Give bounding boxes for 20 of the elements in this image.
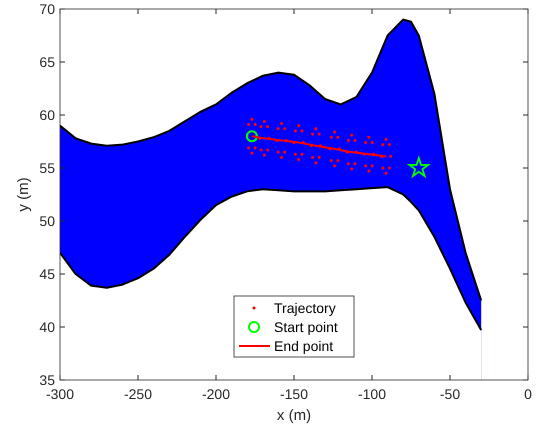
y-tick-label: 50: [39, 213, 56, 229]
y-tick-label: 70: [39, 1, 56, 17]
y-tick-label: 55: [39, 160, 56, 176]
x-tick-label: -250: [124, 386, 152, 402]
legend-label: End point: [274, 338, 334, 354]
x-tick-label: 0: [524, 386, 532, 402]
y-tick-label: 40: [39, 319, 56, 335]
x-axis-title: x (m): [276, 407, 312, 424]
legend-label: Start point: [274, 319, 338, 335]
x-tick-label: -150: [280, 386, 308, 402]
x-tick-label: -100: [358, 386, 386, 402]
y-tick-label: 35: [39, 372, 56, 388]
y-axis-title: y (m): [15, 177, 32, 212]
y-tick-label: 60: [39, 107, 56, 123]
legend-label: Trajectory: [274, 300, 336, 316]
x-tick-label: -200: [202, 386, 230, 402]
x-tick-label: -300: [46, 386, 74, 402]
y-tick-label: 45: [39, 266, 56, 282]
x-tick-label: -50: [440, 386, 460, 402]
y-tick-label: 65: [39, 54, 56, 70]
